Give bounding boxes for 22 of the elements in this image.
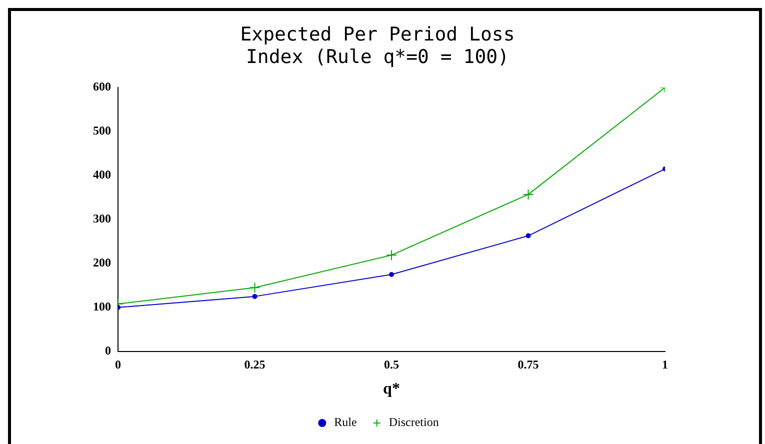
chart-title: Expected Per Period Loss Index (Rule q*=0 = 100) xyxy=(240,23,515,68)
x-tick-label: 0.25 xyxy=(244,358,266,372)
point xyxy=(386,250,397,261)
point xyxy=(389,272,394,277)
point xyxy=(252,294,258,299)
legend-label: Rule xyxy=(334,415,357,430)
point xyxy=(249,282,260,294)
x-tick-label: 1 xyxy=(662,358,668,372)
y-tick-label: 0 xyxy=(105,343,111,358)
x-tick-label: 0 xyxy=(115,358,121,372)
legend-label: Discretion xyxy=(388,415,439,430)
y-tick-label: 500 xyxy=(93,124,111,138)
point xyxy=(522,188,534,200)
y-tick-label: 300 xyxy=(93,212,111,226)
x-tick-label: 0.75 xyxy=(518,358,539,372)
x-axis-title: q* xyxy=(383,380,400,398)
point xyxy=(526,233,531,238)
y-tick-label: 100 xyxy=(93,300,111,314)
x-tick-label: 0.5 xyxy=(384,358,399,372)
y-tick-label: 400 xyxy=(93,168,111,182)
y-tick-label: 200 xyxy=(93,256,111,270)
y-tick-label: 600 xyxy=(93,80,111,94)
